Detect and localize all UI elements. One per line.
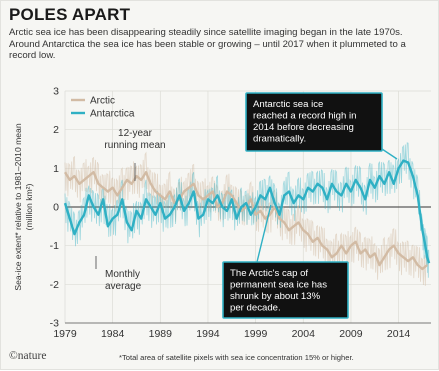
x-tick-label: 2009 [339, 328, 363, 340]
antarctic-callout-pointer [381, 148, 398, 160]
antarctic-callout-text: reached a record high in [253, 111, 356, 122]
antarctica-mean-line [63, 159, 431, 264]
arctic-callout-pointer [256, 204, 272, 263]
monthly-label: average [105, 281, 142, 292]
y-tick-label: -2 [50, 279, 59, 291]
arctic-callout-text: The Arctic's cap of [230, 268, 308, 279]
series-lines [63, 142, 431, 286]
arctic-callout-text: shrunk by about 13% [230, 291, 321, 302]
antarctic-callout-text: dramatically. [253, 134, 306, 145]
footnote: *Total area of satellite pixels with sea… [119, 353, 354, 362]
y-tick-label: 1 [53, 163, 59, 175]
x-tick-label: 1994 [196, 328, 220, 340]
x-tick-label: 1999 [244, 328, 268, 340]
antarctic-callout-text: 2014 before decreasing [253, 122, 354, 133]
x-tick-label: 2004 [292, 328, 316, 340]
x-tick-label: 1979 [53, 328, 77, 340]
y-axis-label: Sea-ice extent* relative to 1981–2010 me… [13, 123, 34, 290]
arctic-monthly-line [64, 151, 428, 286]
y-tick-label: -3 [50, 318, 59, 330]
legend-arctic-label: Arctic [90, 96, 115, 107]
arctic-callout-box [222, 261, 349, 319]
running-mean-label: 12-year [118, 128, 153, 139]
y-tick-label: 0 [53, 202, 59, 214]
y-tick-label: 2 [53, 124, 59, 136]
antarctic-callout-text: Antarctic sea ice [253, 99, 323, 110]
antarctic-callout-box [245, 92, 383, 152]
legend-antarctica-label: Antarctica [90, 109, 135, 120]
page-subtitle: Arctic sea ice has been disappearing ste… [9, 27, 406, 61]
y-axis-title: Sea-ice extent* relative to 1981–2010 me… [13, 123, 34, 290]
arctic-callout-text: per decade. [230, 303, 281, 314]
y-axis-title-line: Sea-ice extent* relative to 1981–2010 me… [13, 123, 23, 290]
y-axis-title-line: (million km²) [24, 183, 34, 230]
legend: Arctic Antarctica [71, 96, 135, 120]
nature-logo: ©nature [9, 350, 47, 362]
running-mean-label: running mean [104, 140, 165, 151]
x-tick-label: 2014 [387, 328, 411, 340]
monthly-label: Monthly [105, 269, 140, 280]
y-tick-label: -1 [50, 240, 59, 252]
x-tick-label: 1989 [149, 328, 173, 340]
page-title: POLES APART [9, 5, 131, 24]
arctic-callout-text: permanent sea ice has [230, 280, 327, 291]
arctic-mean-line [63, 171, 428, 271]
x-tick-label: 1984 [101, 328, 125, 340]
y-tick-label: 3 [53, 86, 59, 98]
antarctica-monthly-line [64, 142, 430, 278]
